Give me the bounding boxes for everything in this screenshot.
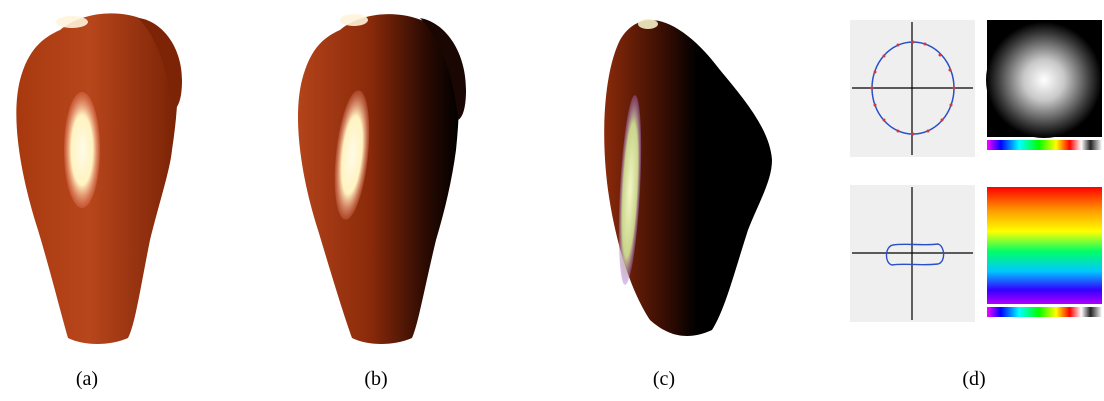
- colorbar-top: [987, 140, 1102, 150]
- caption-b: (b): [364, 368, 388, 390]
- caption-d: (d): [962, 368, 986, 390]
- shape-b: [297, 14, 466, 344]
- caption-c: (c): [652, 368, 676, 390]
- shape-a: [16, 13, 182, 344]
- rainbow-map: [987, 187, 1102, 317]
- plot-rect: [850, 185, 975, 322]
- colorbar-bottom: [987, 307, 1102, 317]
- caption-a: (a): [75, 368, 99, 390]
- plot-circle: [850, 20, 975, 157]
- shape-c: [604, 19, 772, 336]
- sphere-map: [986, 20, 1102, 150]
